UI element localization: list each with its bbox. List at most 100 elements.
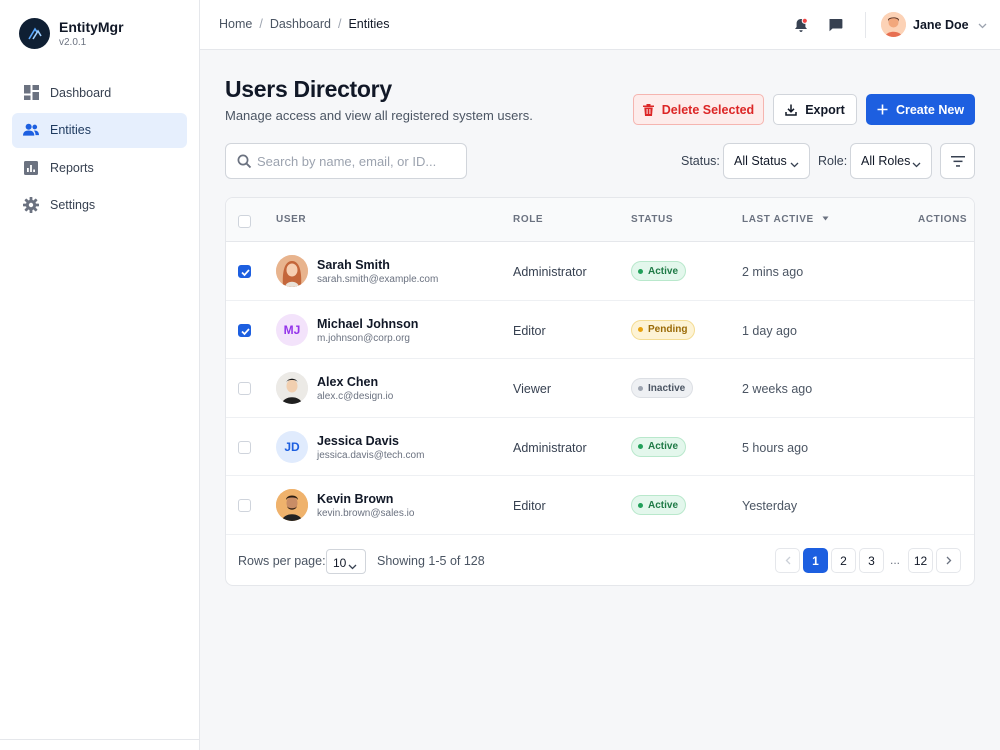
status-badge: Pending — [631, 319, 696, 340]
role-filter-value: All Roles — [861, 154, 911, 168]
topbar-divider — [865, 12, 866, 38]
sidebar-item-label: Dashboard — [50, 85, 112, 100]
page-3-button[interactable]: 3 — [859, 548, 884, 573]
user-email: alex.c@design.io — [317, 391, 394, 402]
last-active: 5 hours ago — [742, 440, 809, 455]
user-name: Jessica Davis — [317, 433, 400, 448]
chevron-down-icon — [978, 16, 987, 34]
user-role: Administrator — [513, 440, 587, 455]
status-badge: Active — [631, 495, 687, 515]
table-row[interactable]: Alex Chen alex.c@design.io Viewer Inacti… — [226, 359, 974, 418]
breadcrumb-current: Entities — [348, 17, 390, 31]
status-badge-label: Active — [648, 265, 679, 277]
status-badge-label: Active — [648, 499, 679, 511]
check-icon — [241, 327, 250, 335]
dashboard-icon — [23, 85, 39, 101]
notification-bell-icon[interactable] — [792, 16, 810, 34]
user-email: m.johnson@corp.org — [317, 332, 410, 344]
table-header: USER ROLE STATUS LAST ACTIVE ACTIONS — [226, 198, 974, 242]
user-name: Michael Johnson — [317, 316, 419, 331]
table-row[interactable]: Kevin Brown kevin.brown@sales.io Editor … — [226, 476, 974, 535]
avatar-initials: MJ — [276, 313, 308, 346]
prev-page-button[interactable] — [775, 548, 800, 573]
user-role: Viewer — [513, 382, 551, 396]
search-input[interactable] — [257, 153, 457, 169]
table-row[interactable]: Sarah Smith sarah.smith@example.com Admi… — [226, 242, 974, 301]
rows-per-page-value: 10 — [333, 556, 347, 570]
select-all-checkbox[interactable] — [238, 215, 251, 228]
brand[interactable]: EntityMgr v2.0.1 — [19, 18, 124, 49]
create-new-button[interactable]: Create New — [866, 94, 975, 125]
page-ellipsis: ... — [890, 553, 901, 567]
page-2-button[interactable]: 2 — [831, 548, 856, 573]
search-icon — [237, 154, 252, 168]
column-header-last-active[interactable]: LAST ACTIVE — [742, 214, 829, 225]
filter-options-button[interactable] — [940, 143, 975, 179]
avatar-initials: JD — [276, 430, 308, 463]
chevron-down-icon — [790, 157, 799, 171]
sort-down-icon — [822, 216, 829, 221]
chevron-left-icon — [785, 556, 790, 565]
user-role: Administrator — [513, 265, 587, 279]
role-filter-select[interactable]: All Roles — [850, 143, 932, 179]
last-active: 2 weeks ago — [742, 382, 813, 396]
chevron-down-icon — [348, 559, 357, 573]
chat-icon[interactable] — [826, 16, 844, 34]
sidebar-item-reports[interactable]: Reports — [12, 150, 187, 185]
avatar — [276, 489, 308, 521]
row-checkbox[interactable] — [238, 499, 251, 512]
user-email: sarah.smith@example.com — [317, 274, 439, 285]
row-checkbox[interactable] — [238, 382, 251, 395]
column-header-last-active-label: LAST ACTIVE — [742, 214, 814, 225]
last-active: 1 day ago — [742, 323, 797, 338]
user-email: kevin.brown@sales.io — [317, 508, 415, 519]
last-active: 2 mins ago — [742, 265, 804, 279]
page-12-button[interactable]: 12 — [908, 548, 933, 573]
avatar — [276, 372, 308, 404]
user-role: Editor — [513, 323, 546, 338]
row-checkbox[interactable] — [238, 440, 251, 454]
check-icon — [241, 269, 250, 277]
user-name: Kevin Brown — [317, 492, 394, 506]
export-button[interactable]: Export — [773, 94, 857, 125]
breadcrumb-home[interactable]: Home — [219, 17, 253, 31]
last-active: Yesterday — [742, 499, 798, 513]
sidebar-item-dashboard[interactable]: Dashboard — [12, 75, 187, 110]
status-badge: Active — [631, 261, 687, 281]
sidebar-item-entities[interactable]: Entities — [12, 112, 187, 148]
table-row[interactable]: MJ Michael Johnson m.johnson@corp.org Ed… — [226, 301, 974, 359]
sidebar-nav: Dashboard Entities Reports Settings — [12, 75, 187, 225]
column-header-user: USER — [276, 214, 307, 225]
role-filter-label: Role: — [818, 154, 848, 168]
next-page-button[interactable] — [936, 548, 961, 573]
breadcrumb-separator: / — [337, 17, 342, 31]
status-filter-select[interactable]: All Status — [723, 143, 810, 179]
sidebar-item-label: Entities — [50, 123, 91, 137]
breadcrumb-separator: / — [259, 17, 263, 31]
gear-icon — [23, 197, 39, 213]
status-dot — [638, 268, 643, 274]
page-1-button[interactable]: 1 — [803, 548, 828, 573]
sidebar-item-settings[interactable]: Settings — [12, 188, 187, 223]
table-row[interactable]: JD Jessica Davis jessica.davis@tech.com … — [226, 418, 974, 476]
breadcrumb-dashboard[interactable]: Dashboard — [269, 17, 331, 31]
rows-per-page-select[interactable]: 10 — [326, 549, 366, 574]
sidebar: EntityMgr v2.0.1 Dashboard Entities Repo… — [0, 0, 200, 750]
user-name: Sarah Smith — [317, 258, 390, 272]
row-checkbox[interactable] — [238, 265, 251, 278]
user-name: Alex Chen — [317, 375, 379, 389]
status-badge: Inactive — [631, 378, 694, 398]
chevron-down-icon — [912, 157, 921, 171]
user-name: Jane Doe — [913, 17, 969, 32]
row-checkbox[interactable] — [238, 323, 251, 337]
plus-icon — [877, 104, 888, 115]
users-table: USER ROLE STATUS LAST ACTIVE ACTIONS Sar… — [225, 197, 975, 586]
user-role: Editor — [513, 499, 546, 513]
user-menu[interactable]: Jane Doe — [881, 12, 987, 37]
users-icon — [23, 122, 39, 138]
delete-selected-button[interactable]: Delete Selected — [633, 94, 764, 125]
user-email: jessica.davis@tech.com — [317, 449, 425, 461]
avatar — [881, 12, 906, 37]
status-filter-value: All Status — [734, 154, 787, 168]
trash-icon — [642, 103, 654, 116]
